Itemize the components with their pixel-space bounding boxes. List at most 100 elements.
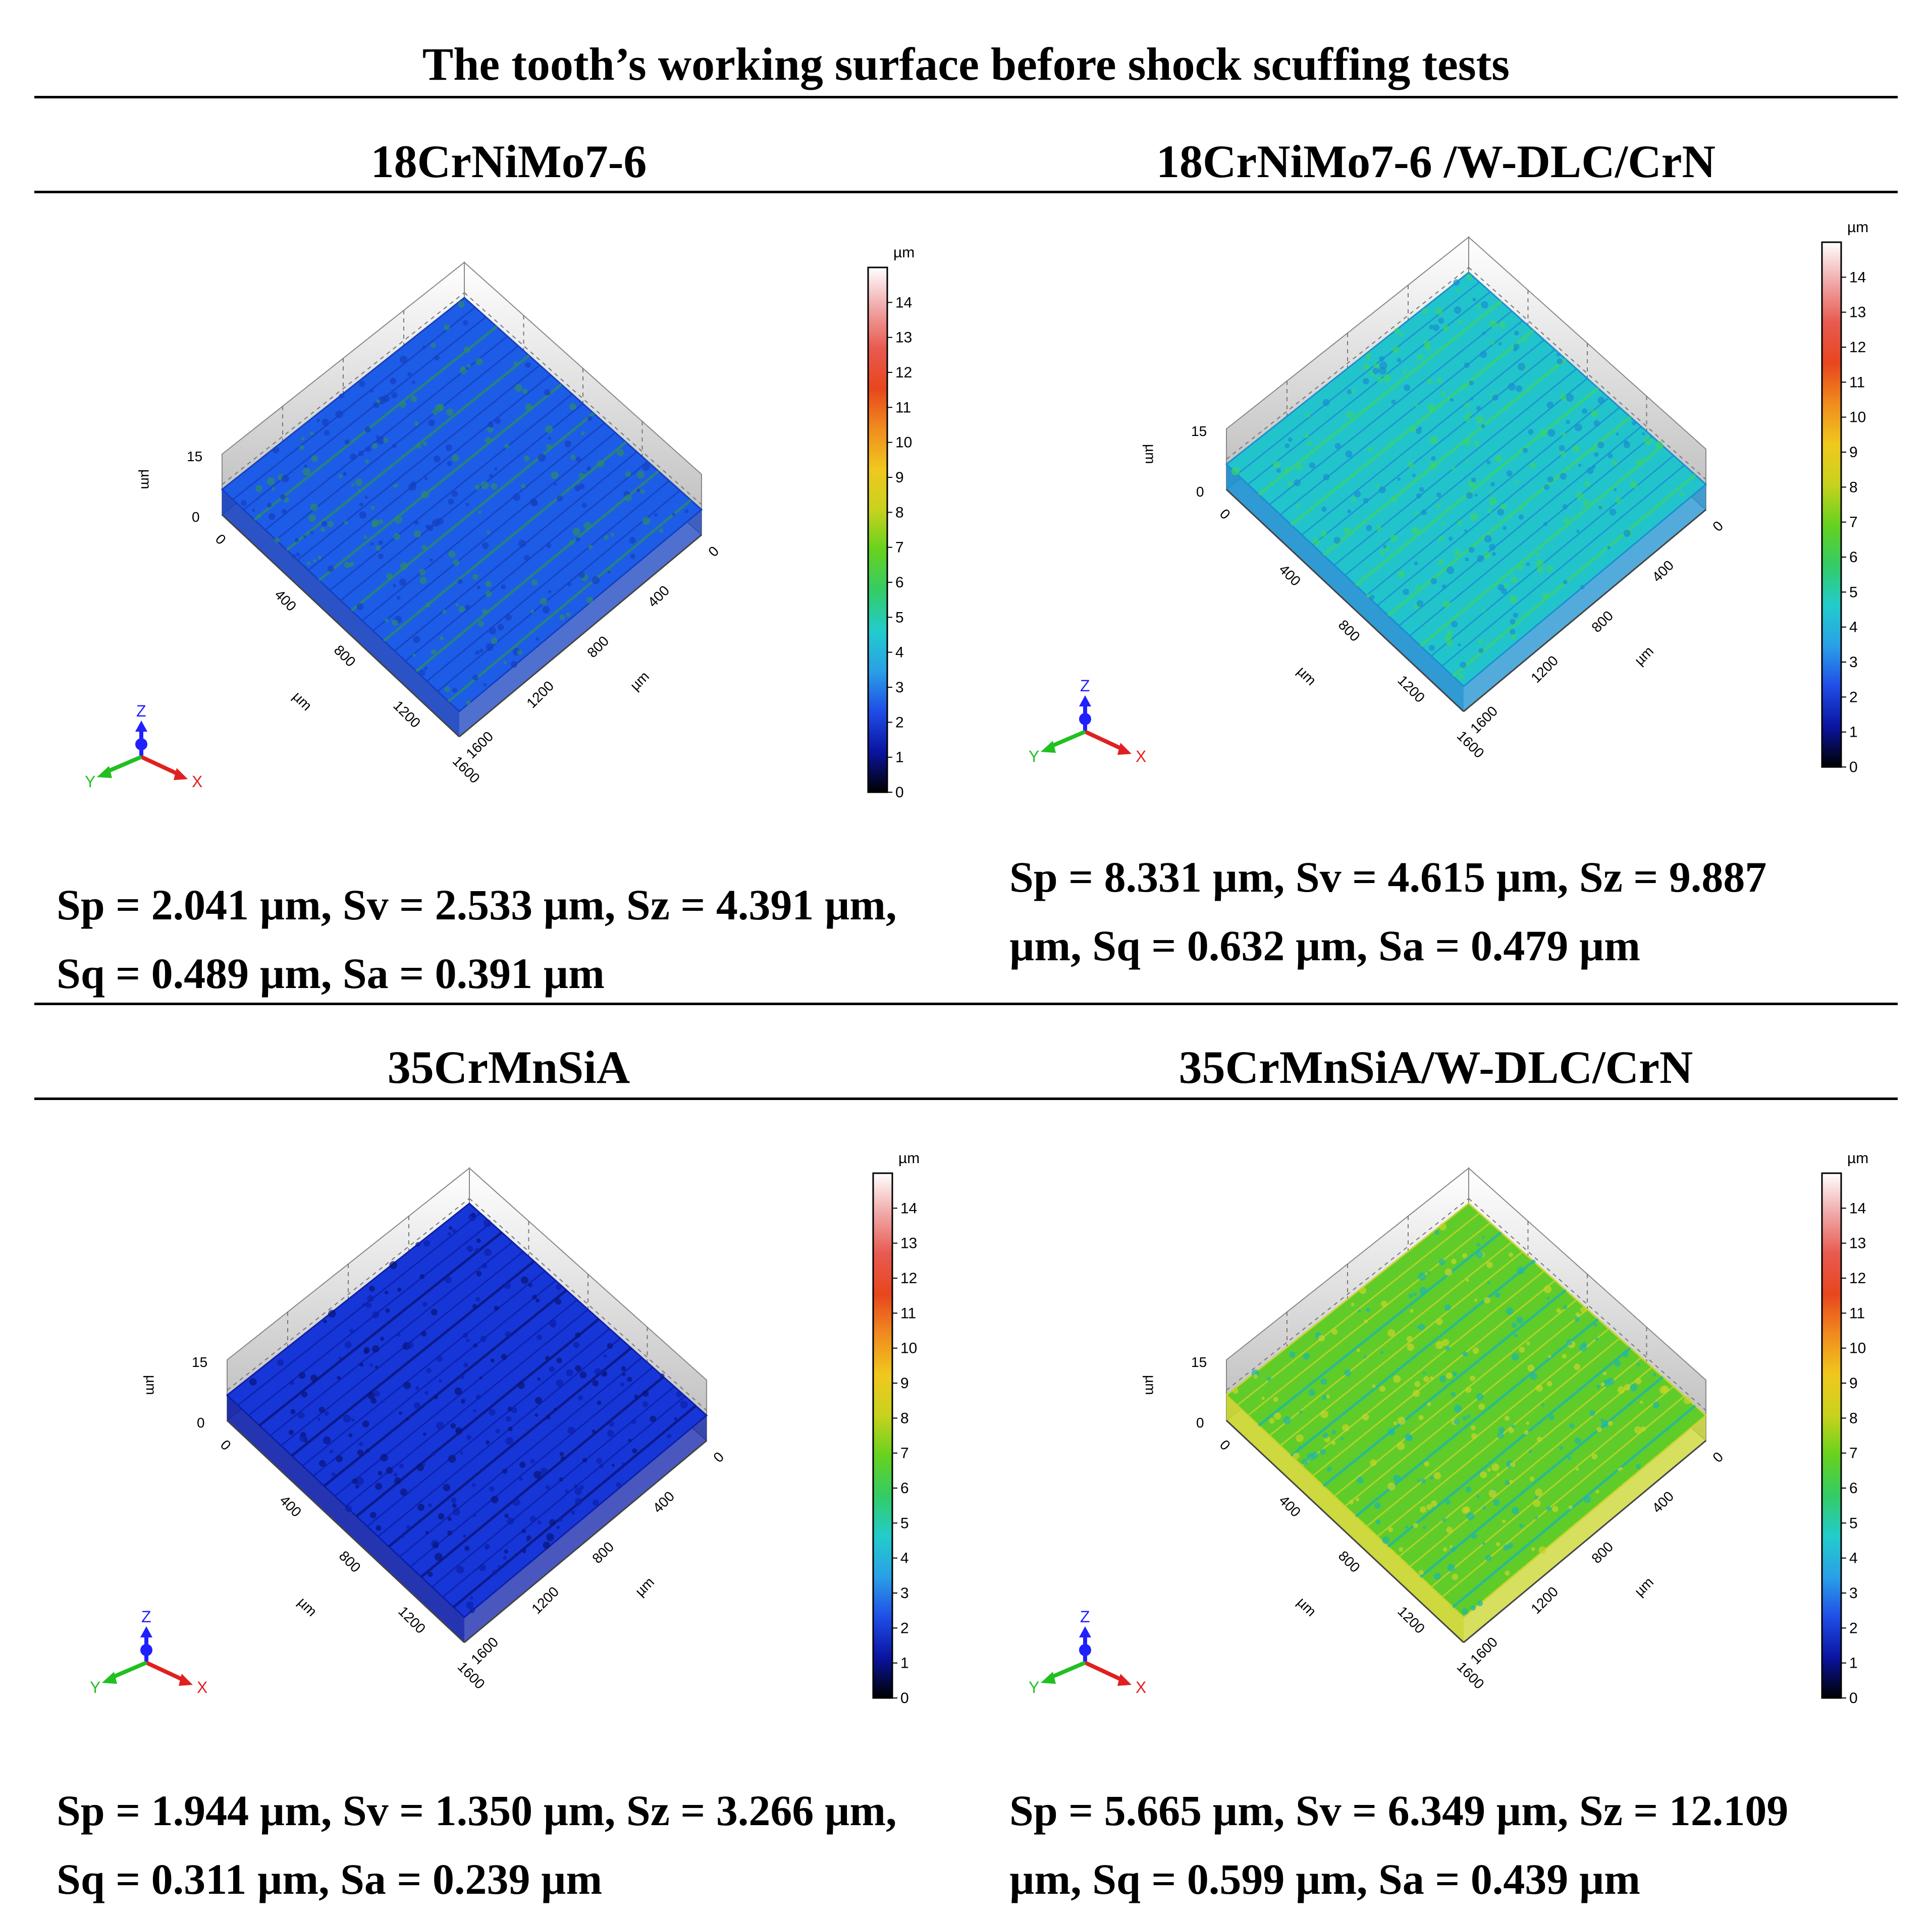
surface-texture-dot — [1387, 1483, 1396, 1491]
surface-texture-dot — [522, 1549, 526, 1554]
surface-texture-dot — [1429, 324, 1434, 330]
y-tick-label: 0 — [1709, 1449, 1726, 1465]
surface-texture-dot — [1563, 579, 1568, 585]
surface-texture-dot — [450, 1423, 456, 1429]
surface-texture-dot — [1481, 1236, 1485, 1239]
surface-ridge — [1409, 1366, 1653, 1568]
axes-origin-marker — [140, 1644, 152, 1656]
surface-texture-dot — [537, 1377, 541, 1381]
surface-texture-dot — [1427, 1271, 1431, 1274]
surface-texture-dot — [494, 1305, 499, 1311]
surface-texture-dot — [524, 456, 530, 462]
surface-texture-dot — [487, 426, 494, 433]
surface-texture-dot — [378, 554, 384, 560]
surface-texture-dot — [380, 1337, 385, 1341]
surface-texture-dot — [1567, 1456, 1572, 1460]
surface-texture-dot — [1575, 1467, 1579, 1471]
colorbar-tick-label: 4 — [1849, 1550, 1858, 1567]
surface-ridge — [426, 480, 670, 682]
surface-texture-dot — [1583, 500, 1590, 507]
x-tick-label: 1600 — [450, 753, 483, 786]
colorbar-tick-label: 0 — [1849, 759, 1858, 776]
surface-texture-dot — [1323, 473, 1330, 480]
colorbar — [1821, 241, 1842, 768]
surface-texture-dot — [1438, 559, 1444, 566]
surface-texture-dot — [475, 358, 483, 365]
surface-texture-dot — [359, 502, 363, 507]
surface-texture-dot — [400, 562, 408, 570]
surface-side-left — [1226, 464, 1464, 711]
surface-texture-dot — [546, 543, 552, 548]
surface-texture-dot — [505, 1331, 512, 1338]
surface-texture-dot — [476, 1238, 481, 1243]
colorbar-tick-label: 12 — [900, 1270, 917, 1287]
surface-texture-dot — [459, 1451, 463, 1455]
surface-texture-dot — [471, 1483, 476, 1488]
surface-texture-dot — [339, 393, 344, 399]
surface-texture-dot — [366, 1302, 372, 1308]
surface-texture-dot — [1331, 1441, 1336, 1445]
surface-texture-dot — [378, 1470, 383, 1475]
z-axis-label: Z — [1080, 1608, 1090, 1626]
surface-texture-dot — [1419, 487, 1424, 492]
colorbar-unit: µm — [1847, 1150, 1868, 1167]
surface-texture-dot — [1516, 1316, 1524, 1324]
surface-texture-dot — [622, 1462, 626, 1466]
surface-texture-dot — [1435, 307, 1443, 315]
surface-texture-dot — [1505, 1570, 1510, 1576]
surface-texture-dot — [442, 610, 447, 614]
surface-texture-dot — [446, 444, 453, 451]
surface-texture-dot — [1379, 486, 1386, 493]
surface-texture-dot — [1306, 413, 1311, 418]
colorbar-tick-label: 2 — [895, 714, 904, 731]
surface-texture-dot — [370, 506, 375, 510]
surface-texture-dot — [545, 425, 553, 433]
surface-texture-dot — [1539, 429, 1547, 437]
z-axis-arrowhead — [140, 1626, 152, 1637]
surface-texture-dot — [453, 559, 460, 566]
surface-texture-dot — [1419, 1287, 1427, 1295]
surface-texture-dot — [1481, 609, 1485, 613]
surface-texture-dot — [1372, 367, 1379, 374]
surface-texture-dot — [310, 503, 318, 511]
surface-texture-dot — [1326, 1466, 1332, 1472]
title-rule — [34, 96, 1898, 98]
surface-texture-dot — [1476, 1393, 1484, 1401]
surface-texture-dot — [1541, 1403, 1544, 1406]
colorbar-tick-label: 6 — [895, 574, 904, 591]
surface-texture-dot — [501, 584, 506, 590]
surface-texture-dot — [485, 437, 492, 444]
surface-texture-dot — [1497, 508, 1505, 516]
surface-texture-dot — [1584, 1496, 1591, 1503]
surface-texture-dot — [392, 620, 398, 626]
surface-texture-dot — [252, 508, 255, 512]
surface-texture-dot — [1458, 320, 1462, 324]
surface-texture-dot — [559, 1452, 564, 1456]
base-edge-left — [226, 1419, 465, 1643]
surface-texture-dot — [419, 576, 427, 584]
surface-texture-dot — [575, 537, 580, 542]
surface-texture-dot — [1346, 411, 1354, 418]
surface-texture-dot — [1319, 1449, 1326, 1455]
surface-texture-dot — [1462, 1253, 1468, 1258]
surface-texture-dot — [435, 404, 443, 412]
surface-texture-dot — [352, 1478, 358, 1485]
y-axis-unit: µm — [632, 1574, 657, 1599]
surface-texture-dot — [1306, 1453, 1315, 1461]
surface-texture-dot — [1636, 1464, 1641, 1469]
y-tick-label: 1200 — [523, 678, 557, 711]
surface-texture-dot — [1530, 1373, 1537, 1380]
surface-ridge — [1430, 455, 1674, 657]
surface-texture-dot — [570, 455, 576, 460]
surface-texture-dot — [474, 484, 480, 490]
surface-texture-dot — [642, 1401, 649, 1407]
surface-texture-dot — [1470, 397, 1474, 401]
base-edge-left — [1225, 1419, 1465, 1643]
surface-texture-dot — [1435, 1341, 1443, 1349]
surface-texture-dot — [497, 1565, 501, 1569]
colorbar-tick-label: 2 — [1849, 1620, 1858, 1636]
surface-texture-dot — [571, 1510, 575, 1515]
surface-ridge — [1366, 397, 1609, 596]
colorbar-tick-label: 12 — [1849, 339, 1866, 356]
surface-texture-dot — [1347, 389, 1352, 395]
